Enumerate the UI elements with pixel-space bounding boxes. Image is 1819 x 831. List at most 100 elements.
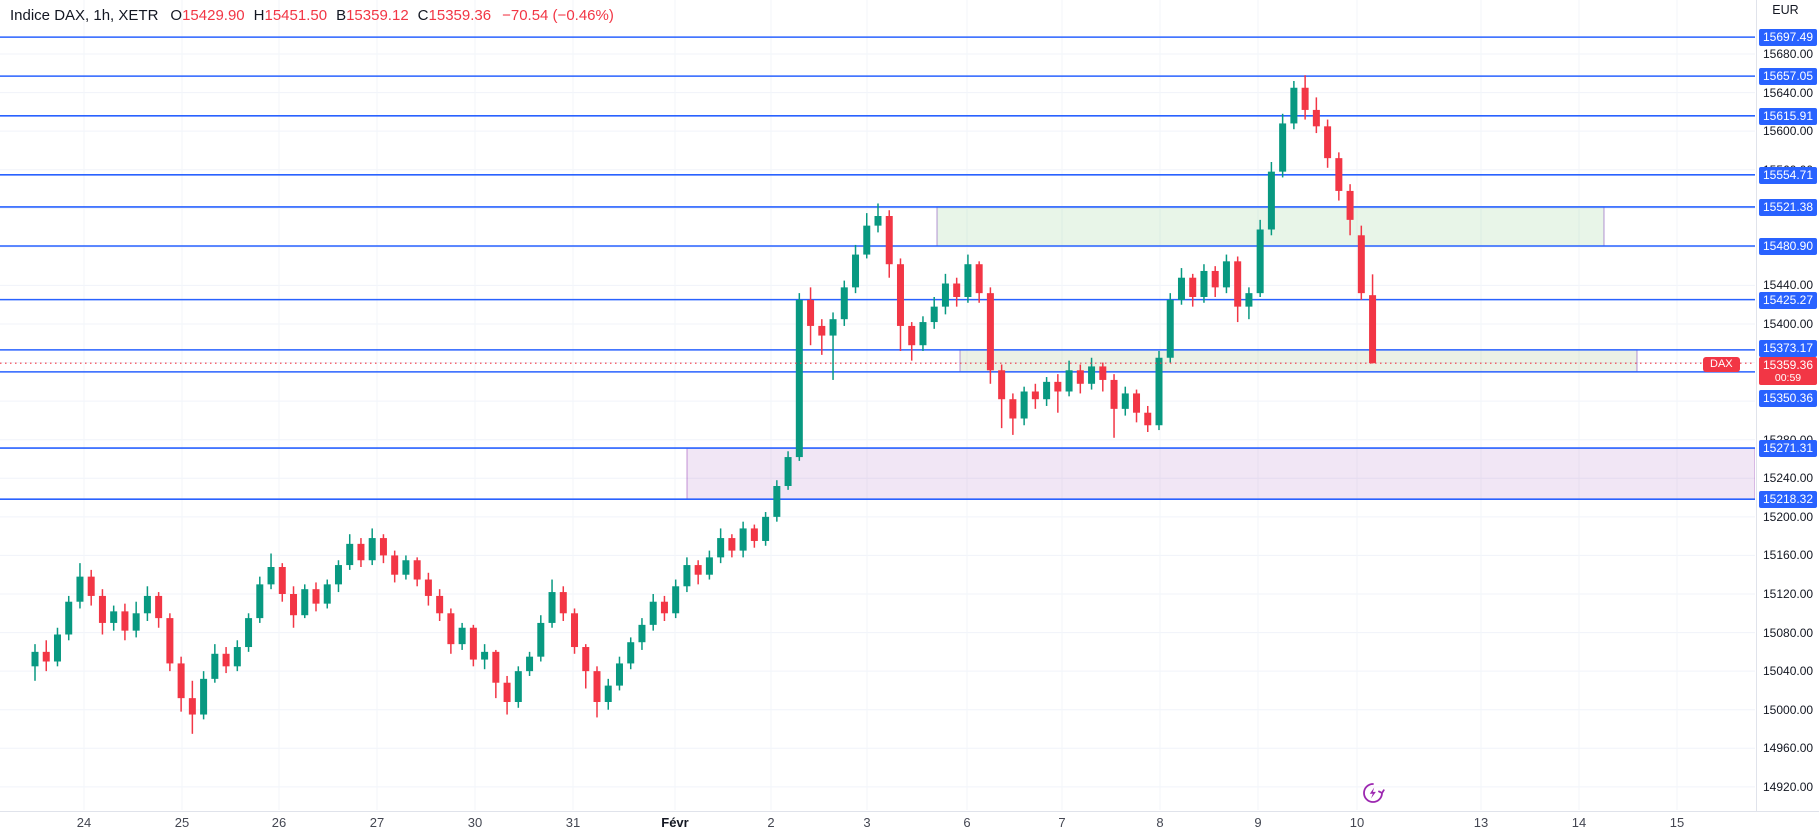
candle-down xyxy=(436,595,444,614)
candle-down xyxy=(807,299,815,326)
candle-up xyxy=(615,663,623,686)
time-axis[interactable]: 24 25 26 27 30 31 Févr 2 3 6 7 8 9 10 13 14 15 xyxy=(0,811,1819,831)
candle-down xyxy=(1357,235,1365,294)
price-tick-label: 15080.00 xyxy=(1763,625,1814,640)
candle-up xyxy=(301,589,309,616)
chart-plot-area[interactable]: Indice DAX, 1h, XETR O15429.90 H15451.50… xyxy=(0,0,1755,810)
candle-down xyxy=(42,651,50,662)
current-price-value: 15359.36 xyxy=(1762,358,1814,372)
candle-up xyxy=(132,613,140,631)
candle-down xyxy=(559,592,567,614)
time-tick-label: 30 xyxy=(467,815,483,830)
candle-down xyxy=(1110,379,1118,409)
candle-down xyxy=(998,370,1006,400)
candle-up xyxy=(1121,393,1129,409)
candle-down xyxy=(885,216,893,265)
symbol-legend: Indice DAX, 1h, XETR O15429.90 H15451.50… xyxy=(10,7,614,24)
price-level-badge: 15657.05 xyxy=(1759,67,1817,85)
time-tick-label: 10 xyxy=(1349,815,1365,830)
ohlc-open: O15429.90 xyxy=(170,7,245,24)
candle-up xyxy=(1166,299,1174,358)
alert-replay-icon[interactable] xyxy=(1361,781,1385,805)
candle-up xyxy=(514,671,522,702)
candle-up xyxy=(76,576,84,602)
candle-up xyxy=(1065,370,1073,392)
price-level-badge: 15521.38 xyxy=(1759,198,1817,216)
candle-down xyxy=(571,613,579,648)
price-tick-label: 15400.00 xyxy=(1763,317,1814,331)
candle-down xyxy=(1133,393,1141,413)
candle-up xyxy=(638,624,646,643)
time-tick-label: 3 xyxy=(863,815,871,830)
time-tick-label: 31 xyxy=(565,815,581,830)
demand-zone[interactable] xyxy=(686,447,1755,500)
candle-up xyxy=(526,656,534,672)
candle-up xyxy=(1177,277,1185,300)
candle-up xyxy=(829,319,837,336)
candle-up xyxy=(143,595,151,614)
price-tick-label: 15120.00 xyxy=(1763,587,1814,601)
candle-down xyxy=(492,651,500,683)
candle-up xyxy=(110,611,118,623)
price-level-badge: 15615.91 xyxy=(1759,107,1817,125)
candle-down xyxy=(1234,261,1242,307)
candle-down xyxy=(424,579,432,596)
candle-up xyxy=(481,651,489,660)
candle-down xyxy=(1301,87,1309,110)
candle-up xyxy=(211,653,219,679)
candle-up xyxy=(245,618,253,648)
candle-down xyxy=(379,538,387,556)
candle-up xyxy=(852,254,860,288)
circular-arrow-bolt-icon xyxy=(1363,783,1385,803)
candle-down xyxy=(1076,370,1084,384)
candle-down xyxy=(413,560,421,580)
candle-up xyxy=(65,601,73,635)
candle-down xyxy=(1189,277,1197,297)
candle-up xyxy=(604,685,612,702)
candle-down xyxy=(986,293,994,371)
candle-down xyxy=(121,611,129,631)
candle-up xyxy=(1245,293,1253,307)
price-axis[interactable]: EUR 15359.36 00:59 14920.00 14960.00 15000… xyxy=(1756,0,1819,811)
candle-up xyxy=(1256,229,1264,294)
candle-down xyxy=(582,647,590,672)
candle-up xyxy=(739,528,747,551)
candle-up xyxy=(649,601,657,625)
mid-zone[interactable] xyxy=(959,349,1638,373)
price-level-badge: 15697.49 xyxy=(1759,28,1817,46)
price-tick-label: 14920.00 xyxy=(1763,779,1814,794)
candle-down xyxy=(503,682,511,702)
change-value: −70.54 (−0.46%) xyxy=(502,7,614,24)
candle-up xyxy=(1290,87,1298,124)
symbol-title[interactable]: Indice DAX, 1h, XETR xyxy=(10,7,159,24)
price-tick-label: 15200.00 xyxy=(1763,509,1814,524)
candle-up xyxy=(256,584,264,619)
candle-up xyxy=(233,647,241,667)
candle-up xyxy=(1267,171,1275,230)
time-tick-label: 13 xyxy=(1473,815,1489,830)
candle-up xyxy=(548,592,556,623)
time-tick-label: 6 xyxy=(963,815,971,830)
price-level-badge: 15218.32 xyxy=(1759,490,1817,508)
price-tick-label: 15440.00 xyxy=(1763,278,1814,293)
candle-up xyxy=(863,225,871,255)
candle-down xyxy=(469,627,477,660)
candle-up xyxy=(773,486,781,517)
price-tick-label: 15040.00 xyxy=(1763,664,1814,679)
price-tick-label: 14960.00 xyxy=(1763,741,1814,756)
candle-down xyxy=(593,671,601,702)
candle-down xyxy=(908,325,916,346)
candle-up xyxy=(1088,366,1096,384)
candle-down xyxy=(87,576,95,596)
candle-up xyxy=(323,584,331,604)
price-level-badge: 15373.17 xyxy=(1759,339,1817,357)
candlestick-chart[interactable] xyxy=(0,0,1755,810)
candle-up xyxy=(1155,357,1163,426)
candle-down xyxy=(1346,190,1354,220)
price-level-badge: 15425.27 xyxy=(1759,291,1817,309)
candle-down xyxy=(222,653,230,667)
candle-up xyxy=(346,543,354,566)
time-tick-label: 25 xyxy=(174,815,190,830)
candle-up xyxy=(840,287,848,320)
